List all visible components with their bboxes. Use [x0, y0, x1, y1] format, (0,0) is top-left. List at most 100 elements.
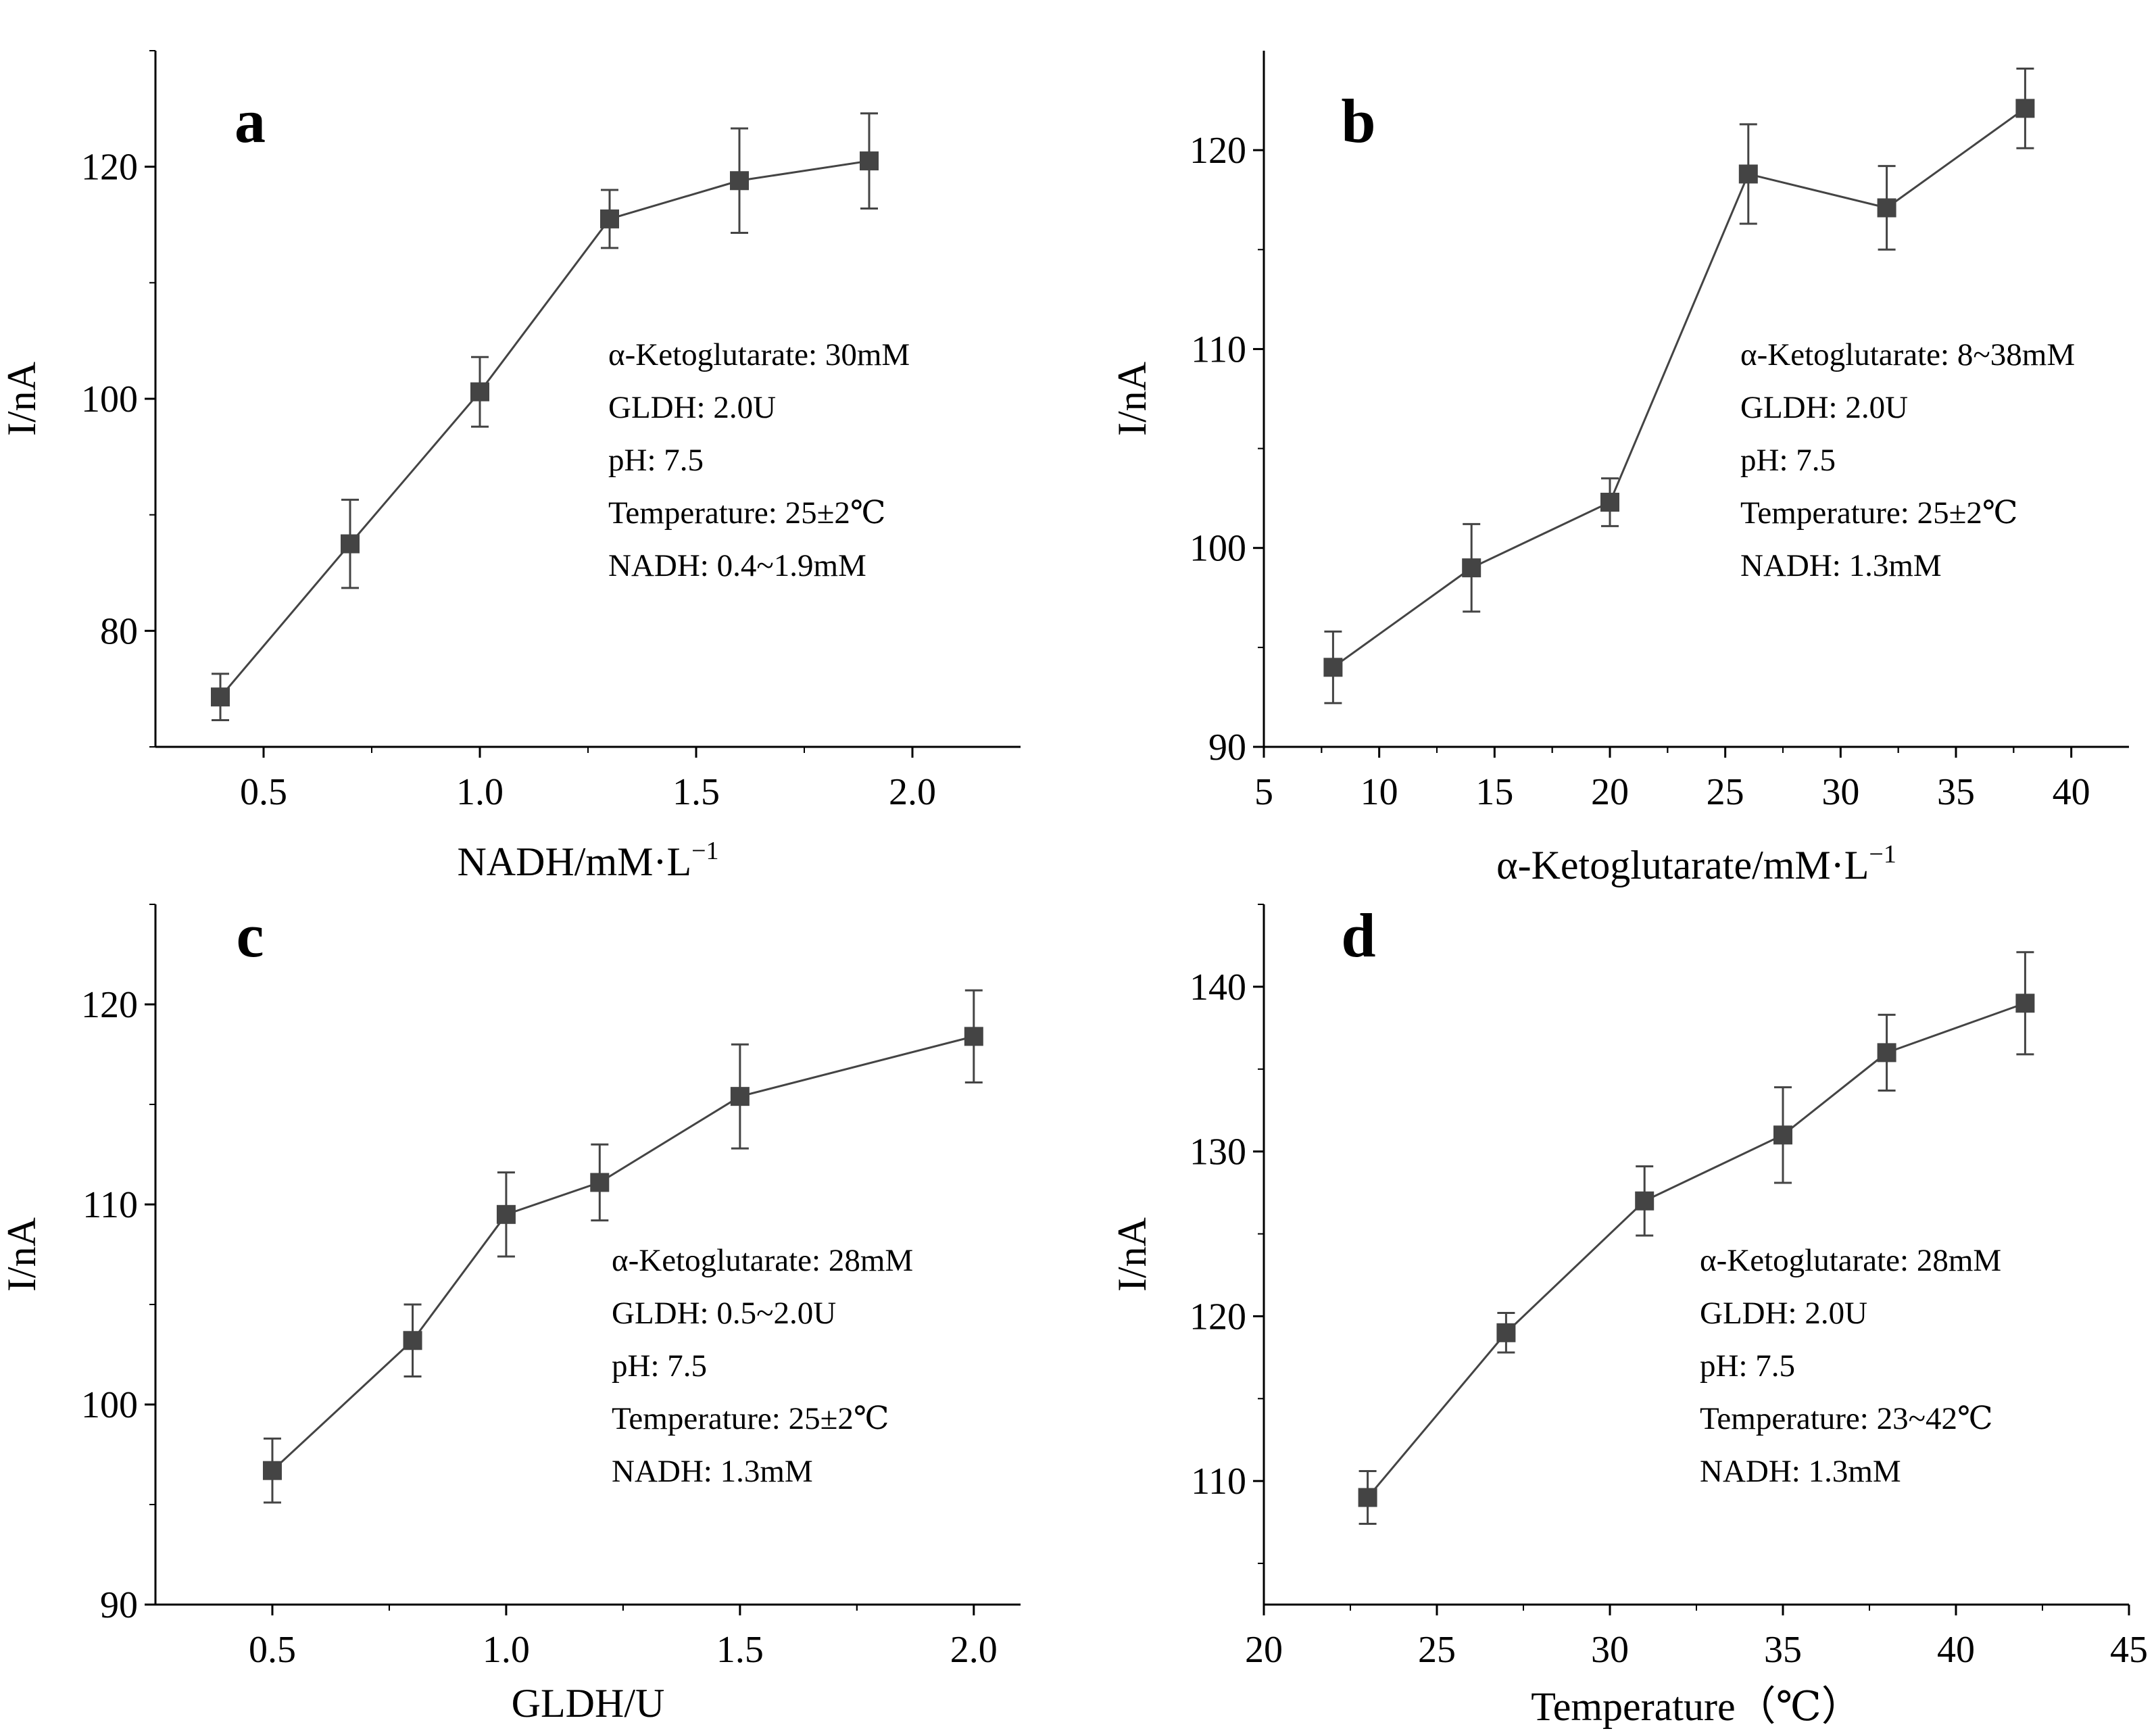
data-point [341, 534, 360, 554]
data-point [730, 171, 749, 191]
condition-annotation: α-Ketoglutarate: 8~38mM [1740, 337, 2075, 372]
condition-annotation: Temperature: 25±2℃ [608, 495, 885, 531]
y-tick-label: 120 [1190, 1296, 1246, 1338]
data-point [1877, 198, 1896, 218]
x-tick-label: 15 [1475, 771, 1513, 813]
x-axis-title: α-Ketoglutarate/mM·L−1 [1496, 840, 1896, 887]
x-tick-label: 1.5 [716, 1629, 764, 1671]
x-tick-label: 30 [1821, 771, 1859, 813]
x-tick-label: 25 [1418, 1629, 1456, 1671]
y-tick-label: 80 [100, 610, 138, 652]
y-tick-label: 100 [81, 1384, 138, 1426]
data-point [1877, 1043, 1896, 1063]
x-tick-label: 35 [1764, 1629, 1802, 1671]
condition-annotation: pH: 7.5 [612, 1348, 707, 1384]
y-axis-title: I/nA [1110, 362, 1154, 436]
condition-annotation: NADH: 0.4~1.9mM [608, 548, 866, 583]
data-point [600, 209, 619, 228]
data-point [211, 687, 230, 707]
condition-annotation: NADH: 1.3mM [1700, 1454, 1901, 1489]
x-tick-label: 40 [1937, 1629, 1975, 1671]
x-tick-label: 20 [1245, 1629, 1283, 1671]
condition-annotation: Temperature: 25±2℃ [1740, 495, 2017, 531]
y-tick-label: 110 [82, 1184, 138, 1226]
y-tick-label: 120 [81, 984, 138, 1026]
x-axis-title: GLDH/U [512, 1681, 665, 1726]
data-point [1600, 493, 1619, 512]
x-tick-label: 10 [1361, 771, 1398, 813]
y-tick-label: 90 [100, 1584, 138, 1626]
data-point [730, 1087, 750, 1106]
condition-annotation: pH: 7.5 [608, 443, 704, 478]
data-point [1738, 164, 1758, 184]
y-tick-label: 120 [81, 147, 138, 189]
x-axis-title: Temperature（℃） [1531, 1684, 1861, 1729]
y-axis-title: I/nA [0, 362, 44, 436]
panel-c: 0.5 1.0 1.5 2.0 90 100 110 120 GLDH/U I/nA c α-Keto… [0, 901, 1021, 1726]
condition-annotation: pH: 7.5 [1700, 1348, 1795, 1384]
panel-b: 5 10 15 20 25 30 35 40 90 100 110 120 α-Ketoglutarat… [1110, 51, 2129, 887]
condition-annotation: GLDH: 2.0U [608, 390, 776, 425]
series-line [1367, 1002, 2026, 1498]
condition-annotation: NADH: 1.3mM [612, 1454, 813, 1489]
x-tick-label: 35 [1937, 771, 1975, 813]
y-axis-title: I/nA [0, 1217, 44, 1292]
condition-annotation: α-Ketoglutarate: 28mM [612, 1243, 913, 1278]
x-tick-label: 2.0 [889, 771, 936, 813]
x-tick-label: 0.5 [240, 771, 287, 813]
panel-letter: d [1341, 901, 1375, 970]
panel-letter: a [235, 87, 266, 155]
x-axis-title-superscript: −1 [1869, 840, 1896, 869]
data-point [1773, 1125, 1792, 1145]
condition-annotation: GLDH: 0.5~2.0U [612, 1296, 836, 1331]
x-axis-title-text: Temperature（℃） [1531, 1684, 1861, 1729]
series-line [219, 160, 870, 698]
data-point [1496, 1323, 1516, 1342]
condition-annotation: pH: 7.5 [1740, 443, 1836, 478]
x-tick-label: 5 [1254, 771, 1273, 813]
x-tick-label: 25 [1707, 771, 1744, 813]
condition-annotation: Temperature: 23~42℃ [1700, 1401, 1993, 1436]
series-line [1332, 107, 2026, 668]
panel-a: 0.5 1.0 1.5 2.0 80 100 120 NADH/mM·L−1 I/nA a α-Ke… [0, 50, 1021, 884]
data-point [1462, 558, 1481, 578]
data-point [1358, 1488, 1377, 1507]
data-point [1635, 1191, 1655, 1211]
x-axis-title-text: NADH/mM·L [457, 839, 691, 884]
condition-annotation: GLDH: 2.0U [1740, 390, 1908, 425]
condition-annotation: GLDH: 2.0U [1700, 1296, 1867, 1331]
x-tick-label: 30 [1591, 1629, 1629, 1671]
x-tick-label: 0.5 [249, 1629, 296, 1671]
y-tick-label: 110 [1191, 328, 1246, 370]
series-line [271, 1035, 975, 1471]
x-tick-label: 40 [2053, 771, 2090, 813]
y-tick-label: 130 [1190, 1131, 1246, 1173]
condition-annotation: α-Ketoglutarate: 30mM [608, 337, 910, 372]
panel-d: 20 25 30 35 40 45 110 120 130 140 Temperature（℃） I/… [1110, 901, 2148, 1729]
condition-annotation: Temperature: 25±2℃ [612, 1401, 889, 1436]
y-axis-title: I/nA [1110, 1217, 1154, 1292]
data-point [860, 151, 879, 171]
y-tick-label: 140 [1190, 967, 1246, 1008]
x-axis-title-text: GLDH/U [512, 1681, 665, 1726]
x-tick-label: 1.5 [672, 771, 720, 813]
data-point [590, 1173, 610, 1192]
x-axis-title-text: α-Ketoglutarate/mM·L [1496, 843, 1869, 887]
y-tick-label: 100 [81, 379, 138, 420]
x-tick-label: 1.0 [483, 1629, 530, 1671]
x-axis-title: NADH/mM·L−1 [457, 837, 718, 884]
y-tick-label: 120 [1190, 130, 1246, 172]
y-tick-label: 100 [1190, 528, 1246, 570]
x-tick-label: 1.0 [456, 771, 504, 813]
data-point [1323, 658, 1343, 677]
condition-annotation: NADH: 1.3mM [1740, 548, 1942, 583]
x-tick-label: 2.0 [950, 1629, 998, 1671]
data-point [2015, 99, 2035, 118]
data-point [403, 1331, 422, 1350]
y-tick-label: 110 [1191, 1461, 1246, 1503]
panel-letter: b [1341, 87, 1375, 155]
condition-annotation: α-Ketoglutarate: 28mM [1700, 1243, 2001, 1278]
panel-letter: c [237, 901, 264, 970]
x-axis-title-superscript: −1 [691, 837, 718, 865]
x-tick-label: 20 [1591, 771, 1629, 813]
